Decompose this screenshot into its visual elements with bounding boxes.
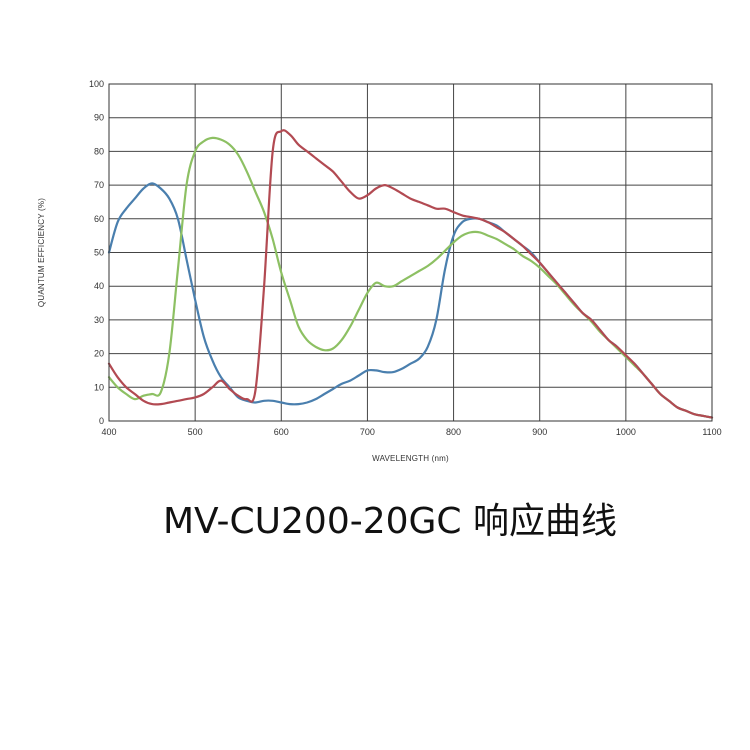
y-tick-label: 80 — [94, 146, 104, 156]
y-tick-label: 30 — [94, 315, 104, 325]
y-axis-ticks: 0 10 20 30 40 50 60 70 80 90 100 — [89, 79, 104, 426]
y-tick-label: 90 — [94, 113, 104, 123]
y-tick-label: 60 — [94, 214, 104, 224]
x-tick-label: 400 — [101, 427, 116, 437]
x-tick-label: 800 — [446, 427, 461, 437]
x-axis-ticks: 400 500 600 700 800 900 1000 1100 — [101, 427, 721, 437]
y-tick-label: 70 — [94, 180, 104, 190]
x-tick-label: 1000 — [616, 427, 636, 437]
y-tick-label: 100 — [89, 79, 104, 89]
plot-frame — [108, 83, 713, 422]
y-axis-title: QUANTUM EFFICIENCY (%) — [37, 198, 46, 307]
quantum-efficiency-chart: 400 500 600 700 800 900 1000 1100 0 10 20 30 40 50 60… — [37, 79, 722, 463]
y-tick-label: 10 — [94, 382, 104, 392]
y-tick-label: 20 — [94, 349, 104, 359]
x-tick-label: 700 — [360, 427, 375, 437]
series-group — [107, 129, 714, 419]
y-tick-label: 40 — [94, 281, 104, 291]
y-tick-label: 0 — [99, 416, 104, 426]
red-response-line — [107, 129, 714, 419]
x-tick-label: 900 — [532, 427, 547, 437]
x-tick-label: 1100 — [702, 427, 721, 437]
x-tick-label: 500 — [188, 427, 203, 437]
chart-caption: MV-CU200-20GC 响应曲线 — [162, 501, 618, 542]
x-tick-label: 600 — [274, 427, 289, 437]
x-axis-title: WAVELENGTH (nm) — [372, 454, 449, 463]
y-tick-label: 50 — [94, 248, 104, 258]
